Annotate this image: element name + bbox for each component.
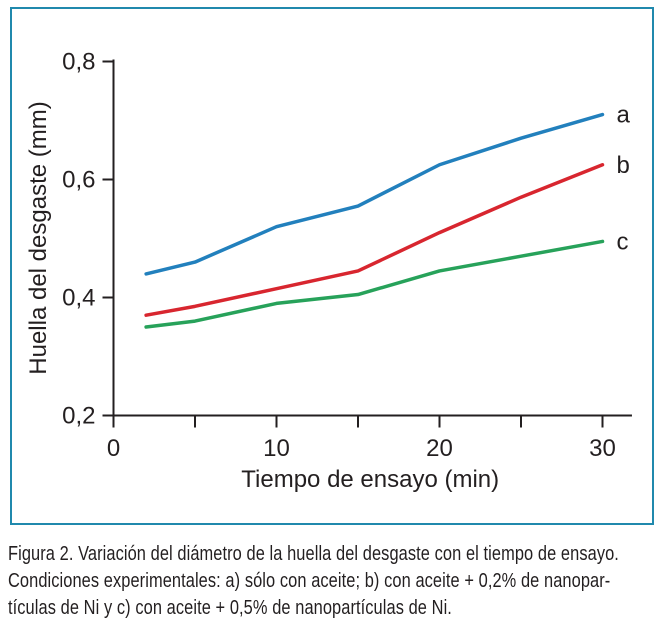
series-line-b [144, 163, 605, 317]
figure-caption: Figura 2. Variación del diámetro de la h… [8, 541, 664, 621]
x-tick-label: 10 [263, 435, 290, 462]
y-tick-label: 0,2 [62, 403, 95, 430]
series-line-c [144, 239, 605, 329]
x-tick-label: 0 [107, 435, 120, 462]
caption-line-3: tículas de Ni y c) con aceite + 0,5% de … [8, 597, 452, 619]
wear-line-chart: 0 10 20 30 0,2 0,4 0,6 0,8 Tiempo de ensayo (min… [25, 49, 632, 493]
x-tick-label: 30 [589, 435, 616, 462]
y-tick-label: 0,4 [62, 285, 95, 312]
y-tick-label: 0,8 [62, 49, 95, 76]
series-label-c: c [617, 228, 629, 255]
y-axis-title: Huella del desgaste (mm) [25, 101, 52, 374]
x-axis-title: Tiempo de ensayo (min) [241, 466, 499, 493]
series-label-a: a [617, 102, 631, 129]
caption-line-2: Condiciones experimentales: a) sólo con … [8, 570, 611, 592]
caption-line-1: Figura 2. Variación del diámetro de la h… [8, 543, 619, 565]
y-tick-label: 0,6 [62, 167, 95, 194]
x-tick-label: 20 [426, 435, 453, 462]
series-label-b: b [617, 152, 630, 179]
series-line-a [144, 112, 605, 276]
chart-frame [10, 7, 654, 525]
